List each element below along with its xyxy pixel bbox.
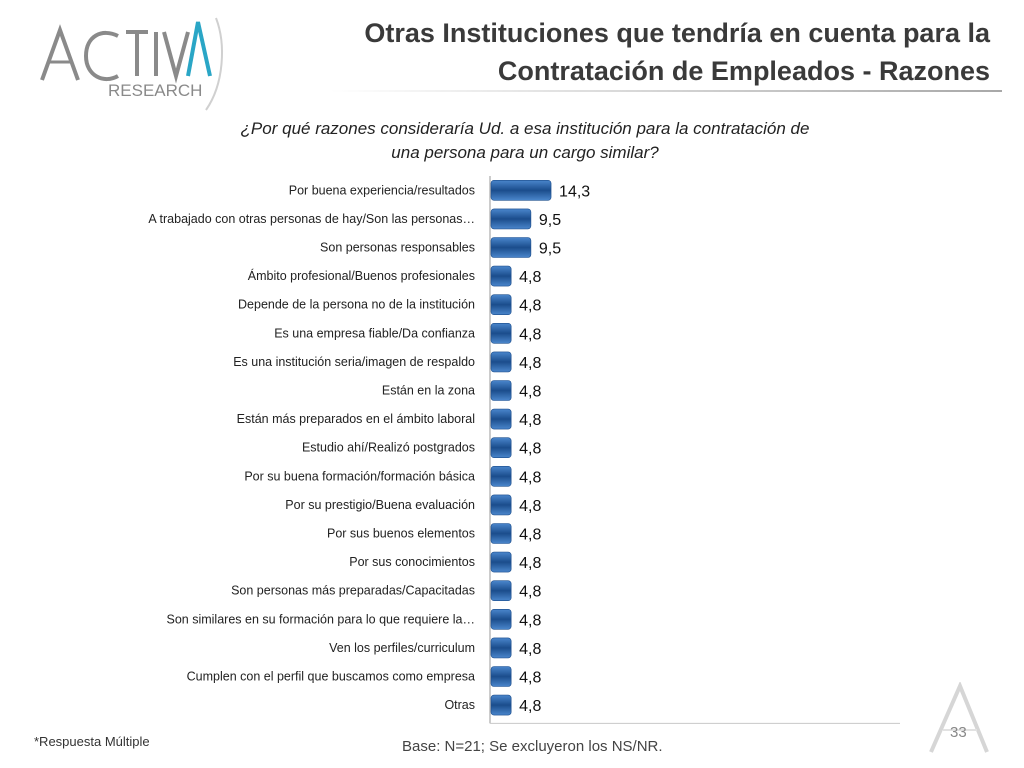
bar bbox=[491, 552, 511, 572]
data-label: 4,8 bbox=[519, 269, 541, 286]
category-label: Por sus conocimientos bbox=[349, 555, 475, 569]
data-label: 4,8 bbox=[519, 326, 541, 343]
data-label: 4,8 bbox=[519, 298, 541, 315]
bar bbox=[491, 352, 511, 372]
category-label: Otras bbox=[444, 698, 475, 712]
bar bbox=[491, 495, 511, 515]
base-note: Base: N=21; Se excluyeron los NS/NR. bbox=[402, 738, 663, 755]
data-label: 4,8 bbox=[519, 698, 541, 715]
data-label: 4,8 bbox=[519, 555, 541, 572]
category-label: Por su buena formación/formación básica bbox=[244, 469, 475, 483]
data-label: 4,8 bbox=[519, 498, 541, 515]
category-label: Cumplen con el perfil que buscamos como … bbox=[187, 670, 475, 684]
category-label: Son similares en su formación para lo qu… bbox=[167, 612, 476, 626]
category-label: Estudio ahí/Realizó postgrados bbox=[302, 441, 475, 455]
data-label: 4,8 bbox=[519, 384, 541, 401]
bar bbox=[491, 581, 511, 601]
category-label: Están en la zona bbox=[382, 384, 475, 398]
bar bbox=[491, 238, 531, 258]
data-label: 9,5 bbox=[539, 212, 561, 229]
category-label: Es una institución seria/imagen de respa… bbox=[233, 355, 475, 369]
bar bbox=[491, 209, 531, 229]
logo-small-icon bbox=[925, 682, 995, 762]
data-label: 4,8 bbox=[519, 612, 541, 629]
category-label: A trabajado con otras personas de hay/So… bbox=[148, 212, 475, 226]
bar bbox=[491, 295, 511, 315]
category-label: Ámbito profesional/Buenos profesionales bbox=[248, 268, 475, 283]
data-label: 4,8 bbox=[519, 527, 541, 544]
category-label: Ven los perfiles/curriculum bbox=[329, 641, 475, 655]
bar bbox=[491, 695, 511, 715]
data-label: 9,5 bbox=[539, 241, 561, 258]
category-label: Por buena experiencia/resultados bbox=[289, 183, 475, 197]
bar bbox=[491, 438, 511, 458]
data-label: 14,3 bbox=[559, 183, 590, 200]
footnote-multiple-response: *Respuesta Múltiple bbox=[34, 734, 150, 749]
bar bbox=[491, 609, 511, 629]
bar bbox=[491, 638, 511, 658]
category-label: Por su prestigio/Buena evaluación bbox=[285, 498, 475, 512]
bar bbox=[491, 266, 511, 286]
category-label: Depende de la persona no de la instituci… bbox=[238, 298, 475, 312]
bar bbox=[491, 381, 511, 401]
category-label: Son personas más preparadas/Capacitadas bbox=[231, 584, 475, 598]
bar-chart: Por buena experiencia/resultados 14,3 A tr… bbox=[0, 0, 1024, 768]
bar bbox=[491, 409, 511, 429]
category-label: Están más preparados en el ámbito labora… bbox=[237, 412, 475, 426]
category-label: Por sus buenos elementos bbox=[327, 527, 475, 541]
category-label: Es una empresa fiable/Da confianza bbox=[274, 326, 475, 340]
bar bbox=[491, 180, 551, 200]
data-label: 4,8 bbox=[519, 584, 541, 601]
data-label: 4,8 bbox=[519, 412, 541, 429]
data-label: 4,8 bbox=[519, 670, 541, 687]
bar bbox=[491, 667, 511, 687]
data-label: 4,8 bbox=[519, 641, 541, 658]
bar bbox=[491, 524, 511, 544]
data-label: 4,8 bbox=[519, 355, 541, 372]
data-label: 4,8 bbox=[519, 441, 541, 458]
bar bbox=[491, 466, 511, 486]
page-number: 33 bbox=[950, 724, 967, 741]
bar bbox=[491, 323, 511, 343]
category-label: Son personas responsables bbox=[320, 241, 475, 255]
data-label: 4,8 bbox=[519, 469, 541, 486]
